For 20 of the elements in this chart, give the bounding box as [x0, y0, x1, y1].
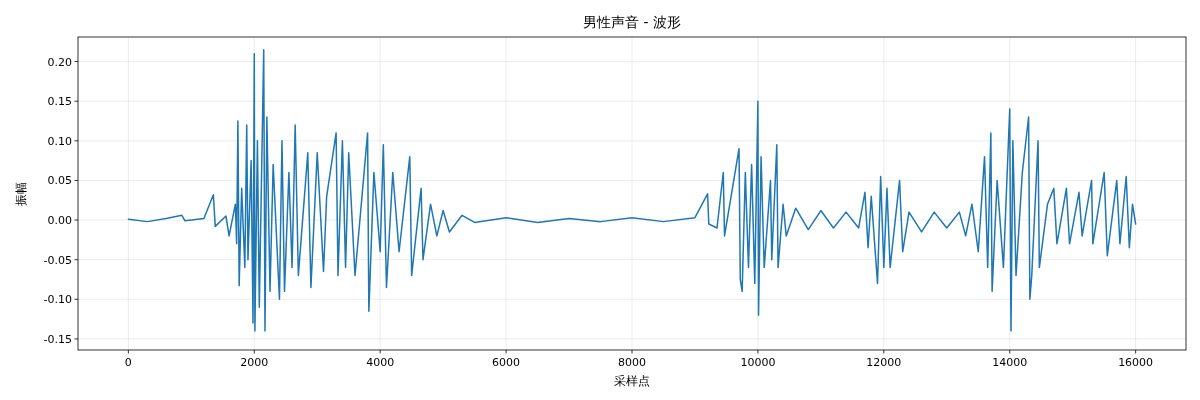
y-tick-label: -0.10: [43, 293, 72, 307]
y-axis-title: 振幅: [14, 181, 28, 206]
x-tick-label: 6000: [492, 356, 521, 369]
x-tick-label: 2000: [240, 356, 269, 369]
x-axis-title: 采样点: [614, 374, 650, 388]
x-tick-label: 0: [124, 356, 132, 369]
x-tick-label: 16000: [1118, 356, 1154, 369]
y-tick-label: 0.00: [47, 214, 72, 228]
y-tick-label: 0.15: [47, 95, 72, 109]
x-tick-label: 12000: [866, 356, 902, 369]
y-tick-label: 0.10: [47, 134, 72, 148]
x-tick-label: 10000: [740, 356, 776, 369]
y-tick-label: -0.15: [43, 332, 72, 346]
y-tick-label: 0.20: [47, 55, 72, 69]
x-tick-label: 14000: [992, 356, 1028, 369]
y-tick-label: -0.05: [43, 253, 72, 267]
x-tick-label: 4000: [366, 356, 395, 369]
x-tick-label: 8000: [618, 356, 646, 369]
chart-title: 男性声音 - 波形: [583, 14, 681, 30]
y-tick-label: 0.05: [47, 174, 72, 188]
